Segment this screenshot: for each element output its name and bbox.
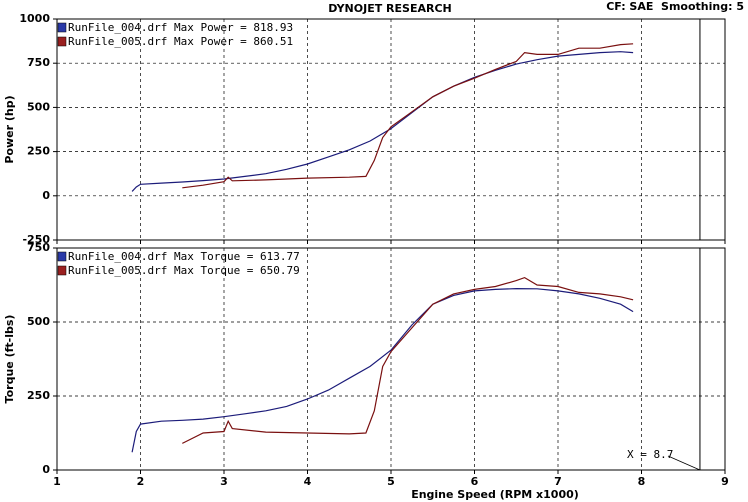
legend-entry: RunFile_004.drf Max Torque = 613.77 (68, 250, 300, 263)
x-tick-label: 2 (137, 475, 145, 488)
y-tick-label: 0 (42, 189, 50, 202)
power-line (182, 276, 634, 444)
y-tick-label: 750 (27, 56, 50, 69)
y-tick-label: 1000 (19, 12, 50, 25)
x-tick-label: 9 (721, 475, 729, 488)
legend-entry: RunFile_005.drf Max Torque = 650.79 (68, 264, 300, 277)
chart-subtitle: CF: SAE Smoothing: 5 (606, 0, 744, 13)
cursor-pointer (667, 455, 701, 471)
power-line (182, 43, 634, 189)
y-axis-label: Torque (ft-lbs) (3, 315, 16, 404)
y-tick-label: 250 (27, 389, 50, 402)
chart-title: DYNOJET RESEARCH (328, 2, 451, 15)
power-line (131, 51, 634, 192)
y-tick-label: 0 (42, 463, 50, 476)
legend-swatch (57, 251, 67, 262)
x-tick-label: 6 (471, 475, 479, 488)
y-axis-label: Power (hp) (3, 95, 16, 163)
y-tick-label: 500 (27, 315, 50, 328)
legend-entry: RunFile_005.drf Max Power = 860.51 (68, 35, 293, 48)
legend-swatch (57, 22, 67, 33)
x-tick-label: 5 (387, 475, 395, 488)
y-tick-label: -250 (22, 233, 50, 246)
y-tick-label: 750 (27, 241, 50, 254)
y-tick-label: 500 (27, 100, 50, 113)
power-line (131, 287, 634, 453)
x-tick-label: 3 (220, 475, 228, 488)
legend-entry: RunFile_004.drf Max Power = 818.93 (68, 21, 293, 34)
x-axis-label: Engine Speed (RPM x1000) (411, 488, 579, 501)
legend-swatch (57, 36, 67, 47)
x-tick-label: 1 (53, 475, 61, 488)
x-tick-label: 7 (554, 475, 562, 488)
y-tick-label: 250 (27, 145, 50, 158)
legend-swatch (57, 265, 67, 276)
x-tick-label: 8 (638, 475, 646, 488)
x-tick-label: 4 (304, 475, 312, 488)
cursor-label: X = 8.7 (627, 448, 673, 461)
